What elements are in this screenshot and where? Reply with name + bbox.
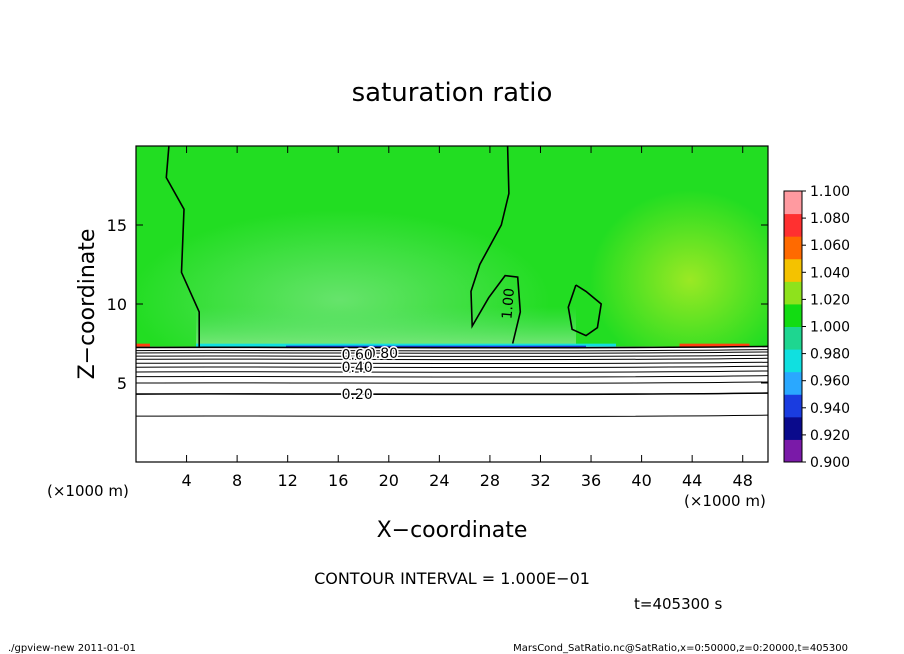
colorbar-label: 1.100 <box>810 184 850 200</box>
x-axis-unit-left: (×1000 m) <box>47 482 129 500</box>
colorbar-swatch <box>784 303 802 327</box>
colorbar-swatch <box>784 439 802 463</box>
colorbar-swatch <box>784 281 802 305</box>
hot-spot-right <box>679 343 750 347</box>
contour-line <box>136 414 768 418</box>
colorbar-label: 0.980 <box>810 347 850 363</box>
colorbar-swatch <box>784 349 802 373</box>
contour-labels: 1.00 0.800.600.40 0.20 <box>340 287 518 404</box>
contour-line-1.00 <box>165 146 200 347</box>
x-tick-label: 48 <box>733 471 753 490</box>
contour-line <box>136 381 768 384</box>
contour-line <box>136 357 768 361</box>
contour-line <box>136 370 768 373</box>
chart-title: saturation ratio <box>352 78 553 108</box>
colorbar-label: 0.940 <box>810 401 850 417</box>
colorbar-label: 0.920 <box>810 428 850 444</box>
colorbar-label: 1.060 <box>810 238 850 254</box>
colorbar-swatch <box>784 371 802 395</box>
colorbar-label: 1.040 <box>810 265 850 281</box>
contour-label: 0.20 <box>342 387 373 403</box>
colorbar-swatch <box>784 258 802 282</box>
y-tick-label: 5 <box>117 374 127 393</box>
contour-line <box>136 354 768 358</box>
boundary-cyan-band <box>196 343 616 347</box>
field-near-boundary <box>196 306 576 347</box>
contour-line <box>136 361 768 365</box>
contour-line <box>136 365 768 369</box>
x-axis: 4 8 12 16 20 24 28 32 36 40 44 48 <box>181 146 753 490</box>
contour-lines <box>136 146 768 418</box>
hot-spot-left <box>136 343 150 347</box>
colorbar-swatch <box>784 236 802 260</box>
x-tick-label: 28 <box>480 471 500 490</box>
contour-label: 0.60 <box>342 348 373 364</box>
field-lower <box>136 346 768 462</box>
contour-line <box>136 351 768 354</box>
contour-line <box>136 375 768 378</box>
colorbar-swatch <box>784 394 802 418</box>
contour-line <box>136 349 768 352</box>
x-tick-label: 32 <box>530 471 550 490</box>
x-tick-label: 12 <box>278 471 298 490</box>
colorbar: 0.900 0.920 0.940 0.960 0.980 1.000 1.020 1.040… <box>783 184 850 471</box>
colorbar-label: 1.080 <box>810 211 850 227</box>
x-axis-unit-right: (×1000 m) <box>684 492 766 510</box>
contour-line-1.00 <box>567 284 603 337</box>
colorbar-swatch <box>784 191 802 215</box>
x-tick-label: 44 <box>682 471 702 490</box>
x-axis-label: X−coordinate <box>377 518 528 543</box>
colorbar-label: 1.000 <box>810 320 850 336</box>
contour-label: 1.00 <box>499 287 518 319</box>
colorbar-swatch <box>784 416 802 440</box>
x-tick-label: 4 <box>181 471 191 490</box>
x-tick-label: 36 <box>581 471 601 490</box>
colorbar-swatch <box>784 326 802 350</box>
colorbar-label: 0.900 <box>810 455 850 471</box>
y-axis-label: Z−coordinate <box>75 229 100 380</box>
colorbar-swatch <box>784 213 802 237</box>
footer-left: ./gpview-new 2011-01-01 <box>8 643 136 654</box>
colorbar-label: 1.020 <box>810 292 850 308</box>
boundary-blue-line <box>286 345 586 348</box>
x-tick-label: 40 <box>631 471 651 490</box>
x-tick-label: 16 <box>328 471 348 490</box>
contour-line-1.00 <box>470 146 522 344</box>
field-light-patch-right <box>590 190 768 370</box>
x-tick-label: 20 <box>379 471 399 490</box>
contour-label: 0.80 <box>367 346 398 362</box>
plot-area: 1.00 0.800.600.40 0.20 <box>136 146 768 462</box>
x-tick-label: 8 <box>232 471 242 490</box>
contour-interval: CONTOUR INTERVAL = 1.000E−01 <box>314 569 590 588</box>
colorbar-label: 0.960 <box>810 374 850 390</box>
y-axis: 5 10 15 <box>107 216 768 393</box>
y-tick-label: 15 <box>107 216 127 235</box>
contour-label: 0.40 <box>342 360 373 376</box>
contour-line <box>136 345 768 349</box>
y-tick-label: 10 <box>107 295 127 314</box>
time-stamp: t=405300 s <box>634 595 722 613</box>
footer-right: MarsCond_SatRatio.nc@SatRatio,x=0:50000,… <box>513 643 848 654</box>
contour-line <box>136 392 768 396</box>
x-tick-label: 24 <box>429 471 449 490</box>
